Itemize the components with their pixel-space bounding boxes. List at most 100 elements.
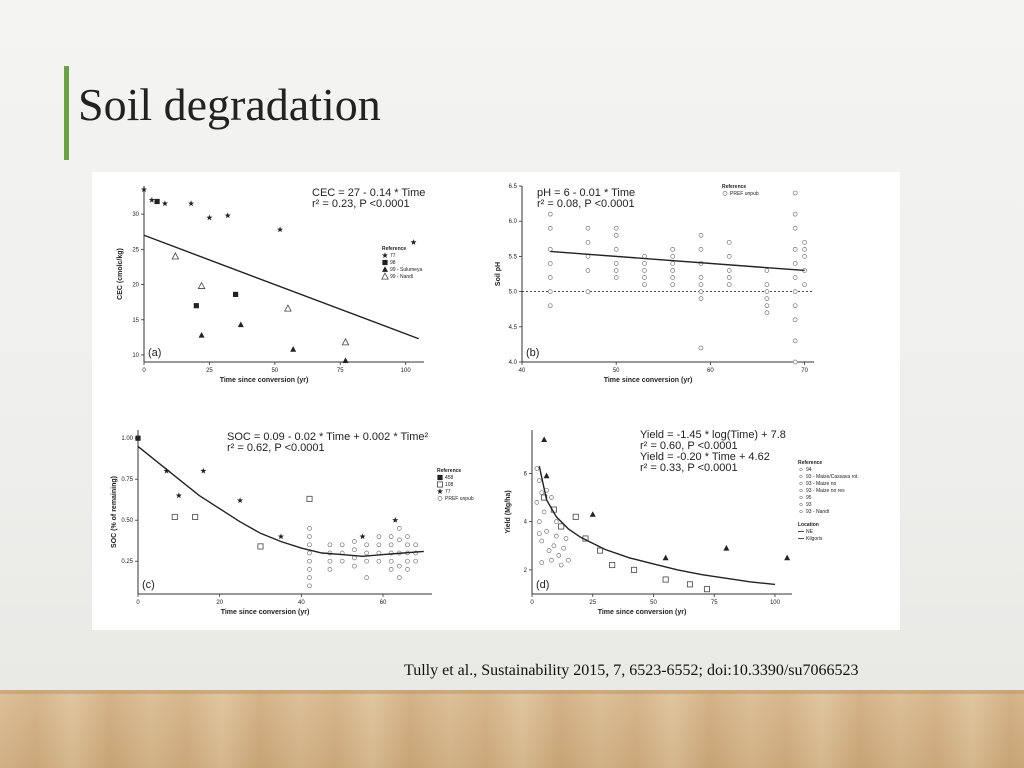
data-point [154, 198, 160, 205]
data-point [198, 332, 205, 338]
legend-marker [799, 481, 803, 486]
data-point [307, 558, 312, 564]
legend2-label: NE [806, 529, 814, 535]
data-point [277, 226, 284, 233]
data-point [670, 282, 676, 287]
legend-title: Reference [722, 184, 746, 190]
data-point [543, 472, 550, 479]
x-tick-label: 40 [298, 600, 305, 606]
data-point [613, 261, 619, 266]
y-tick-label: 15 [132, 318, 139, 324]
legend2-title: Location [798, 522, 819, 528]
x-tick-label: 20 [216, 600, 223, 606]
x-axis-label: Time since conversion (yr) [598, 609, 687, 616]
data-point [200, 467, 207, 474]
legend-label: PREF unpub [730, 191, 759, 197]
equation-line: SOC = 0.09 - 0.02 * Time + 0.002 * Time² [227, 431, 428, 443]
legend-marker [799, 495, 803, 500]
x-tick-label: 25 [589, 600, 596, 606]
legend-marker [382, 259, 388, 266]
data-point [352, 539, 357, 544]
data-point [413, 558, 419, 564]
y-tick-label: 10 [132, 353, 139, 359]
data-point [585, 268, 591, 273]
legend-marker [722, 191, 728, 196]
data-point [613, 268, 619, 273]
data-point [547, 247, 553, 252]
data-point [792, 289, 798, 294]
data-point [726, 254, 732, 259]
data-point [539, 560, 545, 565]
data-point [307, 567, 312, 572]
panel-label: (c) [142, 579, 155, 591]
data-point [792, 211, 798, 217]
data-point [284, 304, 292, 312]
data-point [553, 519, 559, 524]
data-point [703, 586, 710, 593]
data-point [726, 282, 732, 287]
legend-marker [382, 266, 388, 272]
data-point [566, 557, 571, 563]
panel-label: (a) [148, 347, 161, 359]
equation-line: pH = 6 - 0.01 * Time [537, 187, 635, 199]
data-point [726, 268, 732, 273]
chart-panel-3: 0 25 50 75 100 2 4 6 Time since conversion (yr) Y… [505, 429, 859, 616]
data-point [698, 275, 704, 280]
data-point [792, 247, 798, 252]
y-tick-label: 6.5 [509, 184, 518, 190]
data-point [547, 211, 553, 217]
x-tick-label: 50 [271, 368, 278, 374]
data-point [547, 225, 553, 231]
legend-label: 77 [390, 253, 396, 259]
data-point [802, 247, 807, 252]
data-point [662, 576, 669, 583]
data-point [613, 275, 619, 280]
slide-title: Soil degradation [78, 79, 381, 130]
data-point [388, 558, 394, 564]
data-point [193, 303, 199, 309]
x-tick-label: 75 [337, 368, 344, 374]
legend-marker [799, 474, 803, 479]
y-tick-label: 0.50 [121, 518, 133, 524]
data-point [341, 338, 350, 346]
data-point [307, 550, 312, 556]
citation: Tully et al., Sustainability 2015, 7, 65… [404, 662, 859, 679]
data-point [802, 239, 807, 245]
legend-marker [437, 474, 443, 481]
equation-line: Yield = -0.20 * Time + 4.62 [640, 451, 770, 463]
data-point [698, 289, 704, 294]
legend-label: 93 - Nandi [806, 509, 829, 515]
data-point [631, 566, 638, 573]
y-axis-label: SOC (% of remaining) [111, 476, 118, 548]
x-tick-label: 40 [519, 368, 526, 374]
data-point [342, 357, 349, 363]
data-point [534, 500, 540, 505]
x-tick-label: 100 [770, 600, 781, 606]
equation-line: r² = 0.08, P <0.0001 [537, 198, 635, 210]
legend-label: 98 [390, 260, 396, 266]
data-point [257, 543, 264, 550]
data-point [613, 232, 619, 238]
x-tick-label: 60 [380, 600, 387, 606]
data-point [642, 275, 647, 280]
legend-marker [799, 488, 803, 493]
data-point [585, 225, 591, 231]
data-point [723, 544, 730, 551]
data-point [549, 495, 554, 500]
data-point [613, 225, 619, 231]
data-point [556, 553, 562, 558]
data-point [388, 542, 394, 548]
data-point [539, 538, 545, 544]
data-point [237, 321, 244, 328]
data-point [609, 562, 616, 569]
data-point [792, 275, 798, 280]
data-point [642, 268, 647, 273]
legend-label: 458 [445, 475, 454, 481]
y-tick-label: 4.5 [509, 325, 518, 331]
data-point [192, 513, 199, 520]
data-point [544, 528, 549, 534]
data-point [698, 247, 704, 252]
data-point [547, 303, 553, 309]
